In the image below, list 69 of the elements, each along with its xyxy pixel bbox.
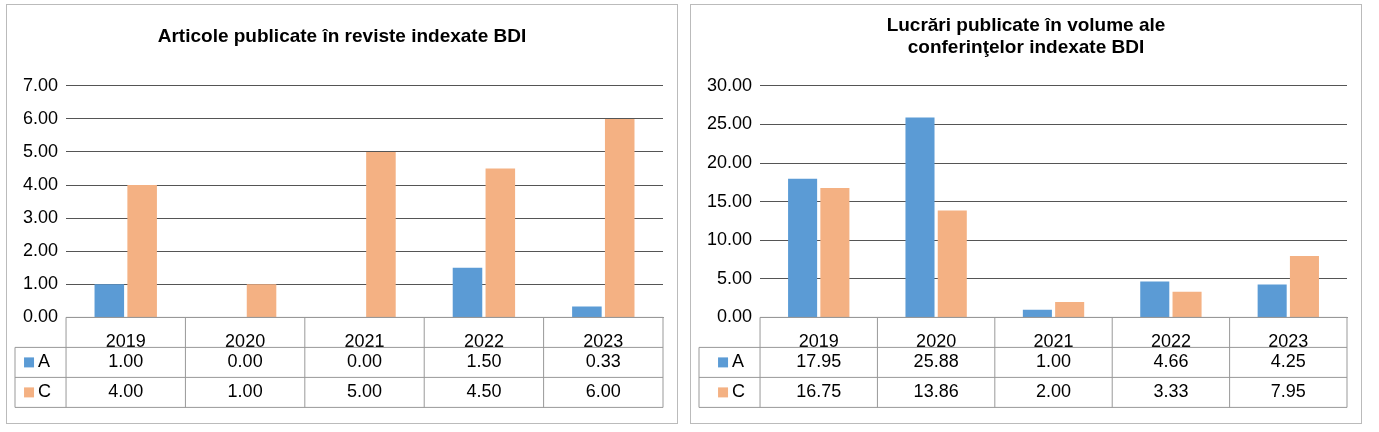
data-label: 1.00 [227,381,263,402]
data-label: 13.86 [913,381,959,402]
chart-title: Lucrări publicate în volume ale conferinţelor indexate BDI [885,13,1167,59]
bar [366,151,396,317]
bar [572,306,602,317]
bar [1022,309,1052,317]
y-tick-label: 5.00 [22,140,59,161]
x-tick-label: 2021 [344,331,385,352]
data-label: 4.25 [1270,351,1306,372]
bar [1257,284,1287,317]
bar [127,185,157,317]
legend-label: C [732,381,746,402]
bar [246,284,277,317]
y-tick-label: 0.00 [22,306,59,327]
data-label: 4.66 [1153,351,1189,372]
x-tick-label: 2021 [1033,331,1074,352]
bar [485,168,516,317]
y-tick-label: 6.00 [22,107,59,128]
y-tick-label: 4.00 [22,174,59,195]
data-label: 1.00 [108,351,144,372]
data-label: 2.00 [1036,381,1072,402]
y-tick-label: 10.00 [707,229,753,250]
bar [788,178,818,317]
y-tick-label: 0.00 [717,306,753,327]
y-tick-label: 7.00 [22,74,59,95]
legend-label: C [38,381,52,402]
data-label: 1.50 [466,351,502,372]
y-tick-label: 20.00 [707,151,753,172]
y-tick-label: 2.00 [22,240,59,261]
x-tick-label: 2023 [1268,331,1309,352]
legend-label: A [732,351,745,372]
y-tick-label: 25.00 [707,113,753,134]
bar [820,188,850,317]
chart-title: Articole publicate în reviste indexate BDI [156,24,528,48]
y-tick-label: 1.00 [22,273,59,294]
data-label: 6.00 [585,381,621,402]
data-label: 3.33 [1153,381,1189,402]
x-tick-label: 2022 [1150,331,1191,352]
x-tick-label: 2020 [225,331,266,352]
bar [1289,256,1319,317]
data-label: 0.00 [346,351,383,372]
y-tick-label: 30.00 [707,74,753,95]
bar [905,117,935,317]
data-label: 1.00 [1036,351,1072,372]
data-label: 0.33 [585,351,621,372]
data-label: 16.75 [796,381,842,402]
data-label: 5.00 [346,381,383,402]
data-label: 4.50 [466,381,502,402]
y-tick-label: 3.00 [22,207,59,228]
y-tick-label: 15.00 [707,190,753,211]
legend-label: A [38,351,51,372]
data-label: 7.95 [1270,381,1306,402]
data-label: 4.00 [108,381,144,402]
data-label: 0.00 [227,351,263,372]
y-tick-label: 5.00 [717,267,753,288]
bar [1055,301,1085,317]
x-tick-label: 2019 [798,331,839,352]
bar [94,284,125,317]
data-label: 25.88 [913,351,959,372]
data-label: 17.95 [796,351,842,372]
x-tick-label: 2020 [916,331,957,352]
x-tick-label: 2019 [105,331,146,352]
bar [1172,291,1202,317]
bar [1140,281,1170,317]
bar [937,210,967,317]
x-tick-label: 2023 [583,331,624,352]
bar [604,118,635,317]
x-tick-label: 2022 [463,331,504,352]
bar [452,267,483,317]
